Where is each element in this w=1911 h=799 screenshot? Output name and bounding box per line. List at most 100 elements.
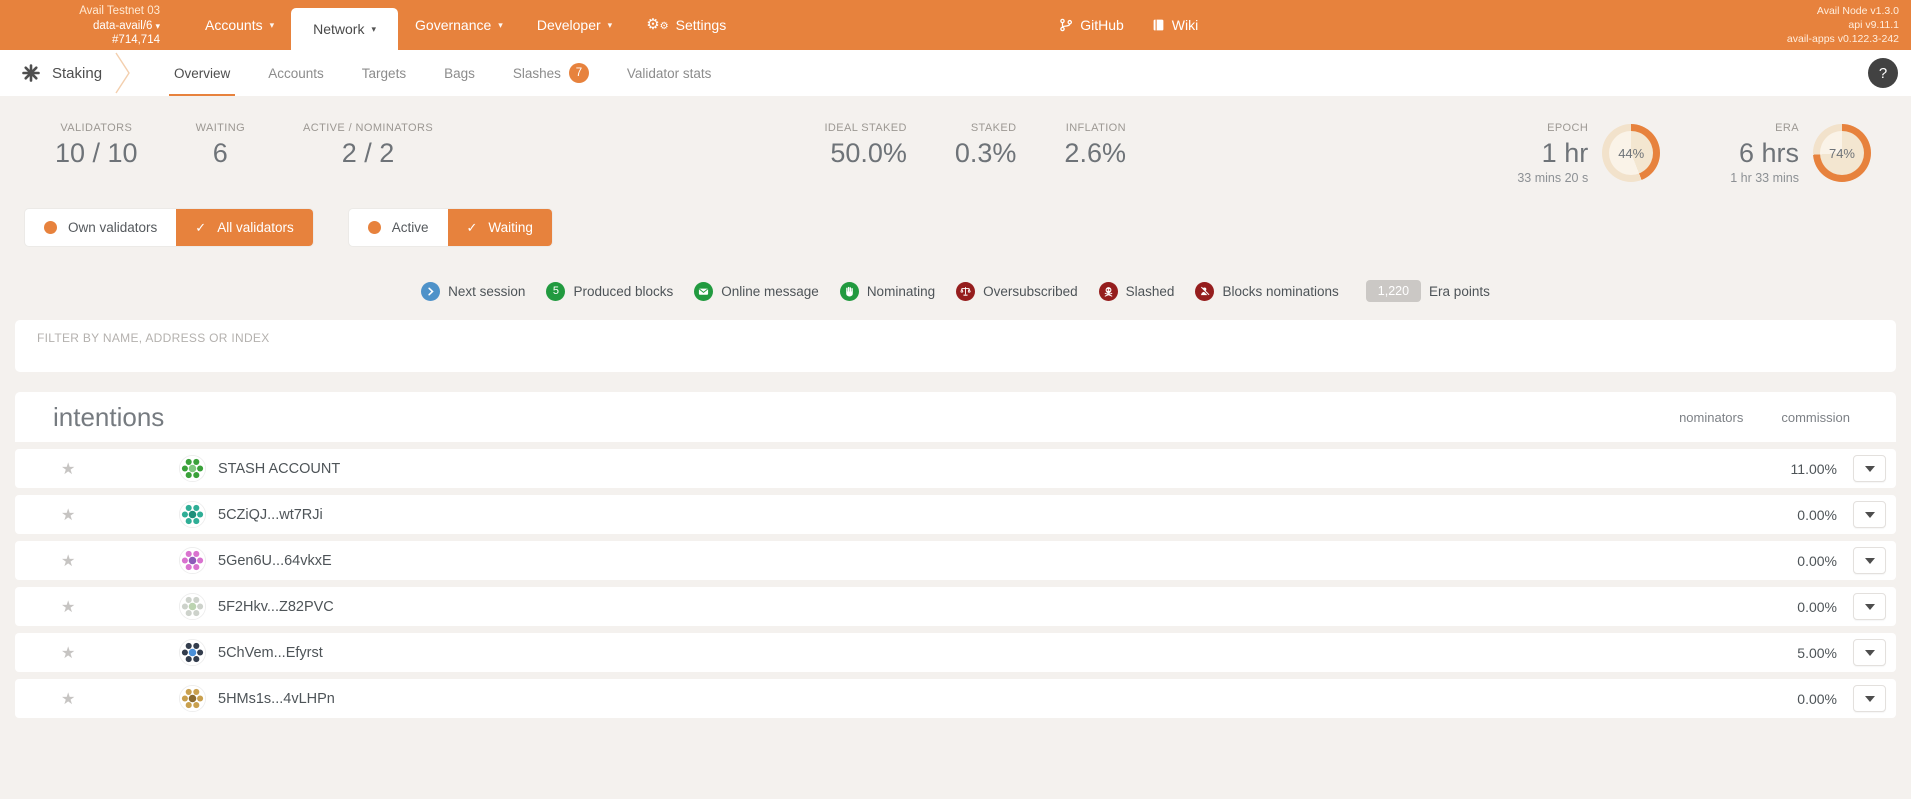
api-version: api v9.11.1 — [1848, 18, 1899, 31]
person-block-icon — [1195, 281, 1215, 301]
next-session-icon — [421, 281, 441, 301]
section-title: Staking — [52, 64, 103, 82]
tab-slashes[interactable]: Slashes 7 — [498, 50, 604, 96]
expand-row-button[interactable] — [1853, 685, 1886, 712]
era-points-badge: 1,220 — [1365, 280, 1422, 302]
gear-icon: ⚙⚙ — [646, 15, 669, 33]
nav-developer[interactable]: Developer ▾ — [536, 17, 613, 33]
toggle-active[interactable]: Active — [349, 209, 448, 246]
favorite-star-icon[interactable]: ★ — [61, 506, 76, 524]
main-nav: Accounts ▾ Network ▾ Governance ▾ Develo… — [188, 0, 743, 50]
identicon-avatar — [179, 593, 206, 620]
nav-governance[interactable]: Governance ▾ — [415, 17, 503, 33]
account-name[interactable]: 5HMs1s...4vLHPn — [218, 690, 335, 707]
nav-network[interactable]: Network ▾ — [291, 8, 399, 50]
expand-row-button[interactable] — [1853, 639, 1886, 666]
commission-value: 11.00% — [1790, 460, 1837, 477]
commission-value: 0.00% — [1797, 552, 1837, 569]
col-nominators: nominators — [1679, 409, 1744, 425]
table-header: intentions nominators commission — [15, 392, 1896, 442]
toggle-all-validators[interactable]: ✓ All validators — [176, 209, 313, 246]
network-selector[interactable]: Avail Testnet 03 data-avail/6 ▾ #714,714 — [0, 2, 160, 47]
tab-accounts[interactable]: Accounts — [268, 65, 324, 81]
identicon-avatar — [179, 455, 206, 482]
favorite-star-icon[interactable]: ★ — [61, 552, 76, 570]
filter-section — [15, 320, 1896, 372]
git-branch-icon — [1060, 18, 1073, 32]
account-name[interactable]: 5Gen6U...64vkxE — [218, 552, 332, 569]
filter-input[interactable] — [37, 331, 1874, 345]
account-name[interactable]: STASH ACCOUNT — [218, 460, 341, 477]
identicon-avatar — [179, 639, 206, 666]
era-progress-ring: 74% — [1812, 124, 1871, 182]
envelope-icon — [694, 281, 714, 301]
toggle-own-validators[interactable]: Own validators — [25, 209, 176, 246]
chevron-down-icon: ▾ — [155, 20, 160, 31]
nav-accounts[interactable]: Accounts ▾ — [205, 17, 275, 33]
triangle-down-icon — [1864, 465, 1875, 472]
account-name[interactable]: 5CZiQJ...wt7RJi — [218, 506, 323, 523]
filter-toggles: Own validators ✓ All validators Active ✓… — [0, 185, 1911, 246]
stat-active-nominators: ACTIVE / NOMINATORS 2 / 2 — [303, 122, 434, 168]
scales-icon — [956, 281, 976, 301]
table-row: ★ 5HMs1s...4vLHPn 0.00% — [15, 679, 1896, 718]
expand-row-button[interactable] — [1853, 547, 1886, 574]
account-name[interactable]: 5F2Hkv...Z82PVC — [218, 598, 334, 615]
commission-value: 0.00% — [1797, 598, 1837, 615]
commission-value: 0.00% — [1797, 690, 1837, 707]
epoch-clock: EPOCH 1 hr 33 mins 20 s 44% — [1517, 122, 1661, 185]
stat-staked: STAKED 0.3% — [954, 122, 1017, 168]
table-row: ★ 5ChVem...Efyrst 5.00% — [15, 633, 1896, 672]
chevron-down-icon: ▾ — [269, 19, 275, 30]
tab-validator-stats[interactable]: Validator stats — [626, 65, 712, 81]
tab-bags[interactable]: Bags — [444, 65, 475, 81]
status-legend: Next session 5 Produced blocks Online me… — [0, 280, 1911, 302]
nav-settings[interactable]: ⚙⚙ Settings — [646, 15, 727, 34]
expand-row-button[interactable] — [1853, 501, 1886, 528]
era-percent: 74% — [1828, 145, 1855, 161]
table-row: ★ STASH ACCOUNT 11.00% — [15, 449, 1896, 488]
section-head: Staking — [0, 64, 105, 82]
table-row: ★ 5CZiQJ...wt7RJi 0.00% — [15, 495, 1896, 534]
check-icon: ✓ — [195, 219, 207, 235]
node-version: Avail Node v1.3.0 — [1816, 4, 1899, 17]
legend-nominating: Nominating — [839, 281, 935, 301]
favorite-star-icon[interactable]: ★ — [61, 690, 76, 708]
produced-blocks-icon: 5 — [546, 281, 566, 301]
favorite-star-icon[interactable]: ★ — [61, 644, 76, 662]
triangle-down-icon — [1864, 557, 1875, 564]
tab-targets[interactable]: Targets — [361, 65, 407, 81]
triangle-down-icon — [1864, 511, 1875, 518]
block-number: #714,714 — [112, 34, 160, 47]
triangle-down-icon — [1864, 603, 1875, 610]
account-name[interactable]: 5ChVem...Efyrst — [218, 644, 323, 661]
github-link[interactable]: GitHub — [1059, 17, 1124, 33]
commission-value: 5.00% — [1797, 644, 1837, 661]
toggle-waiting[interactable]: ✓ Waiting — [447, 209, 552, 246]
expand-row-button[interactable] — [1853, 593, 1886, 620]
table-row: ★ 5Gen6U...64vkxE 0.00% — [15, 541, 1896, 580]
expand-row-button[interactable] — [1853, 455, 1886, 482]
table-title: intentions — [53, 401, 165, 432]
staking-summary: VALIDATORS 10 / 10 WAITING 6 ACTIVE / NO… — [0, 96, 1911, 185]
validator-scope-toggle: Own validators ✓ All validators — [25, 209, 313, 246]
wiki-link[interactable]: Wiki — [1152, 17, 1198, 33]
epoch-progress-ring: 44% — [1602, 124, 1661, 182]
era-clock: ERA 6 hrs 1 hr 33 mins 74% — [1730, 122, 1871, 185]
favorite-star-icon[interactable]: ★ — [61, 598, 76, 616]
legend-produced-blocks: 5 Produced blocks — [546, 281, 673, 301]
validator-state-toggle: Active ✓ Waiting — [348, 209, 552, 246]
app-header: Avail Testnet 03 data-avail/6 ▾ #714,714 … — [0, 0, 1911, 50]
version-info: Avail Node v1.3.0 api v9.11.1 avail-apps… — [1787, 4, 1903, 47]
legend-slashed: Slashed — [1098, 281, 1174, 301]
staking-icon — [22, 64, 40, 82]
legend-online-message: Online message — [694, 281, 819, 301]
legend-oversubscribed: Oversubscribed — [956, 281, 1078, 301]
apps-version: avail-apps v0.122.3-242 — [1786, 33, 1899, 46]
help-button[interactable]: ? — [1868, 58, 1898, 88]
tab-overview[interactable]: Overview — [159, 50, 245, 96]
clock-group: EPOCH 1 hr 33 mins 20 s 44% ERA 6 hrs 1 … — [1517, 122, 1871, 185]
radio-dot-icon — [44, 221, 57, 234]
breadcrumb-chevron-icon — [115, 52, 130, 94]
favorite-star-icon[interactable]: ★ — [61, 460, 76, 478]
